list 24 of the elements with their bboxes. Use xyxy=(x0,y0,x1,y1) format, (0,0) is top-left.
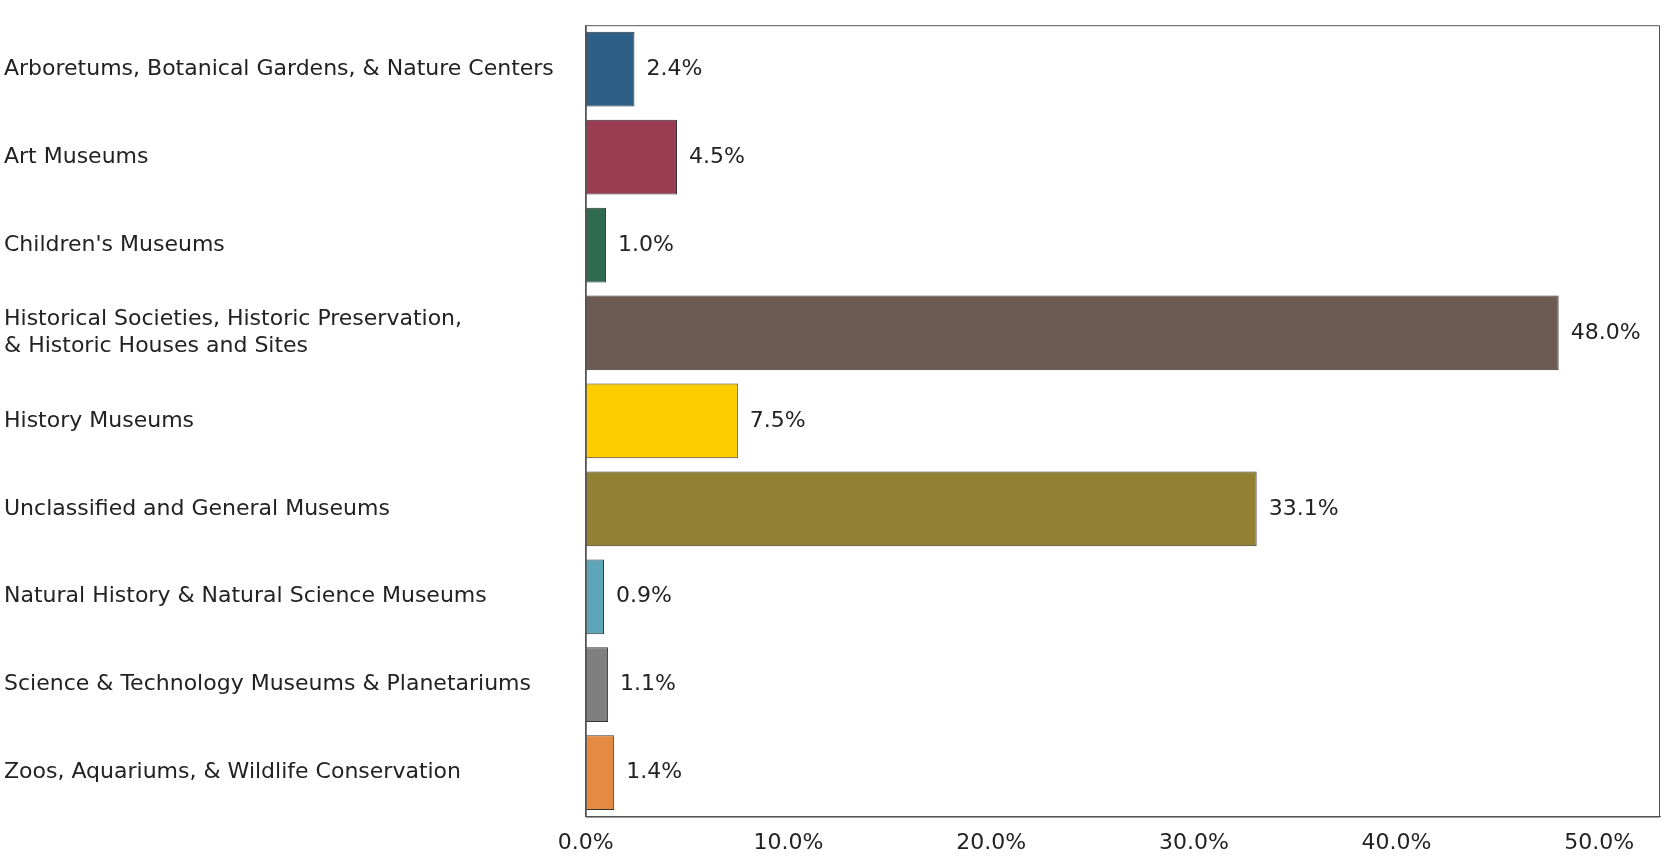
x-tick-label: 20.0% xyxy=(956,828,1027,854)
y-tick-label: Children's Museums xyxy=(4,230,225,256)
data-label: 1.0% xyxy=(618,230,674,256)
data-label: 33.1% xyxy=(1268,494,1339,520)
data-label: 4.5% xyxy=(689,142,745,168)
data-label: 7.5% xyxy=(749,406,806,432)
y-tick-label: Natural History & Natural Science Museums xyxy=(4,582,487,608)
x-tick-label: 40.0% xyxy=(1361,828,1432,854)
x-tick-label: 50.0% xyxy=(1564,828,1635,854)
data-label: 1.1% xyxy=(620,670,676,696)
x-tick-label: 10.0% xyxy=(753,828,824,854)
data-label: 0.9% xyxy=(616,582,672,608)
data-label: 2.4% xyxy=(646,54,703,80)
y-tick-label: Science & Technology Museums & Planetariums xyxy=(4,670,531,696)
data-label: 48.0% xyxy=(1570,318,1641,344)
data-label: 1.4% xyxy=(626,758,683,784)
y-tick-label: History Museums xyxy=(4,406,195,432)
y-tick-label: Historical Societies, Historic Preservation, & Historic Houses and Sites xyxy=(4,305,463,357)
y-tick-label: Arboretums, Botanical Gardens, & Nature Centers xyxy=(4,54,554,80)
y-tick-label: Art Museums xyxy=(4,142,149,168)
x-tick-label: 0.0% xyxy=(557,828,614,854)
y-tick-label: Zoos, Aquariums, & Wildlife Conservation xyxy=(4,758,462,784)
y-tick-label: Unclassified and General Museums xyxy=(4,494,390,520)
x-tick-label: 30.0% xyxy=(1158,828,1229,854)
